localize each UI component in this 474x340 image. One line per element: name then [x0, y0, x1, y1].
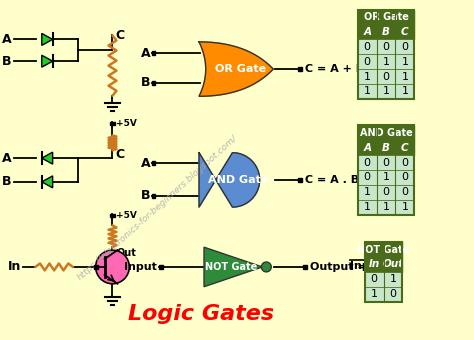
Bar: [159, 265, 163, 269]
Text: C: C: [401, 27, 409, 37]
Text: 0: 0: [383, 71, 390, 82]
FancyBboxPatch shape: [358, 170, 414, 185]
FancyBboxPatch shape: [358, 39, 414, 54]
FancyBboxPatch shape: [358, 140, 414, 155]
Text: 1: 1: [401, 202, 408, 212]
Text: C: C: [116, 29, 125, 42]
FancyBboxPatch shape: [358, 84, 414, 99]
Text: 0: 0: [401, 157, 408, 168]
Text: A: A: [140, 157, 150, 170]
Text: 0: 0: [401, 187, 408, 197]
Bar: [152, 161, 155, 165]
Text: A: A: [2, 152, 11, 165]
Text: A: A: [363, 143, 371, 153]
Text: C: C: [116, 148, 125, 161]
Polygon shape: [204, 247, 263, 287]
Bar: [152, 51, 155, 55]
Bar: [299, 178, 302, 182]
Text: 1: 1: [383, 86, 390, 96]
Text: In: In: [369, 259, 380, 270]
Text: Out: Out: [117, 248, 137, 258]
Text: AND Gate: AND Gate: [208, 175, 268, 185]
Text: 1: 1: [383, 57, 390, 67]
Bar: [303, 265, 308, 269]
Text: OR Gate: OR Gate: [215, 64, 266, 74]
Text: 1: 1: [364, 187, 371, 197]
Text: 1: 1: [401, 57, 408, 67]
Text: 1: 1: [364, 86, 371, 96]
Text: 0: 0: [364, 172, 371, 183]
Text: AND Gate: AND Gate: [360, 128, 412, 138]
Text: In: In: [8, 260, 21, 273]
Text: B: B: [2, 55, 11, 68]
Text: 1: 1: [364, 202, 371, 212]
Polygon shape: [199, 153, 260, 207]
Text: C = A . B: C = A . B: [305, 175, 360, 185]
Polygon shape: [42, 55, 53, 67]
Text: 0: 0: [383, 42, 390, 52]
Bar: [94, 265, 98, 269]
Text: 0: 0: [371, 274, 378, 284]
Bar: [152, 194, 155, 198]
FancyBboxPatch shape: [365, 287, 402, 302]
Text: Input: Input: [350, 261, 383, 271]
Text: https://electronics-for-beginners.blogspot.com/: https://electronics-for-beginners.blogsp…: [75, 133, 239, 282]
Text: B: B: [141, 189, 150, 202]
Text: 0: 0: [401, 172, 408, 183]
Bar: [109, 214, 116, 218]
Polygon shape: [42, 152, 53, 164]
FancyBboxPatch shape: [358, 69, 414, 84]
Text: 1: 1: [371, 289, 378, 299]
Text: 0: 0: [364, 57, 371, 67]
Text: C = A + B: C = A + B: [305, 64, 365, 74]
Circle shape: [261, 262, 271, 272]
Text: 1: 1: [383, 172, 390, 183]
Polygon shape: [42, 176, 53, 188]
FancyBboxPatch shape: [358, 10, 414, 24]
Text: A: A: [140, 47, 150, 60]
Text: C: C: [401, 143, 409, 153]
Text: +5V: +5V: [117, 119, 137, 128]
Text: +5V: +5V: [117, 211, 137, 220]
Bar: [152, 81, 155, 85]
Text: B: B: [2, 175, 11, 188]
Text: 0: 0: [383, 157, 390, 168]
Circle shape: [96, 250, 129, 284]
Text: 1: 1: [383, 202, 390, 212]
Text: NOT Gate: NOT Gate: [205, 262, 257, 272]
Bar: [109, 121, 116, 125]
Text: 0: 0: [383, 187, 390, 197]
FancyBboxPatch shape: [365, 257, 402, 272]
Text: Input: Input: [124, 262, 157, 272]
Text: 1: 1: [401, 86, 408, 96]
Bar: [299, 67, 302, 71]
FancyBboxPatch shape: [365, 272, 402, 287]
Text: 0: 0: [401, 42, 408, 52]
Text: A: A: [2, 33, 11, 46]
FancyBboxPatch shape: [358, 185, 414, 200]
Text: 1: 1: [390, 274, 396, 284]
Text: 0: 0: [364, 157, 371, 168]
Text: B: B: [141, 76, 150, 89]
FancyBboxPatch shape: [358, 54, 414, 69]
Polygon shape: [42, 33, 53, 46]
Text: B: B: [382, 143, 390, 153]
Text: 1: 1: [364, 71, 371, 82]
Text: A: A: [363, 27, 371, 37]
FancyBboxPatch shape: [358, 24, 414, 39]
Text: 1: 1: [401, 71, 408, 82]
Text: Out: Out: [383, 259, 403, 270]
Text: Output =: Output =: [310, 262, 371, 272]
Text: 0: 0: [364, 42, 371, 52]
Text: B: B: [382, 27, 390, 37]
FancyBboxPatch shape: [358, 200, 414, 215]
Text: 0: 0: [390, 289, 396, 299]
Text: OR Gate: OR Gate: [364, 12, 409, 22]
FancyBboxPatch shape: [358, 125, 414, 140]
FancyBboxPatch shape: [358, 155, 414, 170]
Text: Logic Gates: Logic Gates: [128, 304, 274, 324]
Polygon shape: [199, 42, 273, 96]
FancyBboxPatch shape: [365, 242, 402, 257]
Text: NOT Gate: NOT Gate: [357, 245, 410, 255]
